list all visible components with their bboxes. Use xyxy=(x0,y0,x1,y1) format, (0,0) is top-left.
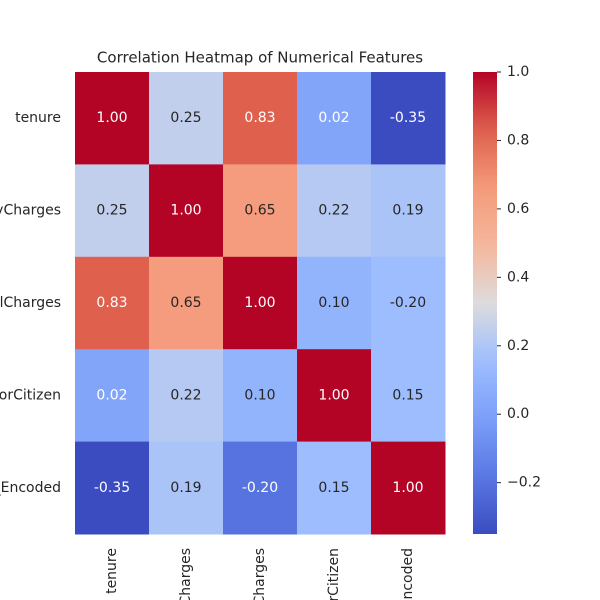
cell-label: 0.22 xyxy=(170,387,201,403)
heatmap-cell xyxy=(75,441,150,535)
heatmap-cell xyxy=(371,72,446,165)
cell-label: 0.65 xyxy=(244,203,275,219)
cell-label: 0.02 xyxy=(318,110,349,126)
heatmap-cell xyxy=(297,72,372,165)
cell-label: -0.35 xyxy=(94,480,130,496)
chart-title: Correlation Heatmap of Numerical Feature… xyxy=(97,49,423,67)
heatmap-cell xyxy=(297,349,372,443)
cell-label: 0.02 xyxy=(96,387,127,403)
x-tick-label: Charges xyxy=(252,548,268,600)
cell-label: 1.00 xyxy=(244,295,275,311)
x-tick-label: Charges xyxy=(178,548,194,600)
colorbar-tick-label: 0.4 xyxy=(507,269,529,285)
y-tick-label: iorCitizen xyxy=(0,387,61,403)
heatmap-cell xyxy=(75,256,150,350)
colorbar-tick-label: 0.6 xyxy=(507,201,529,217)
cell-label: 0.83 xyxy=(244,110,275,126)
heatmap-cell xyxy=(75,349,150,443)
heatmap-cell xyxy=(149,164,224,258)
cell-label: 1.00 xyxy=(392,480,423,496)
colorbar-tick-label: 0.8 xyxy=(507,132,529,148)
heatmap-cell xyxy=(149,441,224,535)
y-tick-label: _Encoded xyxy=(0,480,61,496)
colorbar-tick-label: 0.2 xyxy=(507,338,529,354)
cell-label: 1.00 xyxy=(170,203,201,219)
heatmap-cell xyxy=(297,256,372,350)
heatmap-cell xyxy=(75,72,150,165)
x-tick-label: ncoded xyxy=(400,548,416,600)
heatmap-cell xyxy=(297,164,372,258)
heatmap-cell xyxy=(371,349,446,443)
heatmap-cell xyxy=(149,72,224,165)
y-tick-label: lCharges xyxy=(0,295,61,311)
cell-label: 0.15 xyxy=(318,480,349,496)
colorbar-tick-label: 0.0 xyxy=(507,406,529,422)
heatmap-cell xyxy=(371,256,446,350)
cell-label: 0.10 xyxy=(318,295,349,311)
heatmap-cell xyxy=(223,349,298,443)
cell-label: -0.20 xyxy=(242,480,278,496)
heatmap-cell xyxy=(223,164,298,258)
heatmap-cell xyxy=(297,441,372,535)
heatmap-cell xyxy=(223,256,298,350)
cell-label: 0.19 xyxy=(392,203,423,219)
heatmap-cell xyxy=(223,441,298,535)
y-tick-label: tenure xyxy=(15,110,61,126)
colorbar xyxy=(473,72,497,534)
heatmap-cell xyxy=(371,441,446,535)
heatmap-cell xyxy=(149,349,224,443)
x-tick-label: tenure xyxy=(104,548,120,594)
colorbar-tick-label: −0.2 xyxy=(507,475,541,491)
heatmap-cell xyxy=(371,164,446,258)
cell-label: 0.83 xyxy=(96,295,127,311)
cell-label: 0.25 xyxy=(96,203,127,219)
x-tick-label: rCitizen xyxy=(326,548,342,600)
cell-label: -0.20 xyxy=(390,295,426,311)
heatmap-cell xyxy=(149,256,224,350)
cell-label: 1.00 xyxy=(318,387,349,403)
cell-label: 0.19 xyxy=(170,480,201,496)
cell-label: 1.00 xyxy=(96,110,127,126)
cell-label: 0.10 xyxy=(244,387,275,403)
cell-label: 0.65 xyxy=(170,295,201,311)
cell-label: 0.22 xyxy=(318,203,349,219)
cell-label: 0.15 xyxy=(392,387,423,403)
heatmap-cell xyxy=(75,164,150,258)
heatmap-cell xyxy=(223,72,298,165)
cell-label: -0.35 xyxy=(390,110,426,126)
y-tick-label: yCharges xyxy=(0,203,61,219)
colorbar-tick-label: 1.0 xyxy=(507,64,529,80)
cell-label: 0.25 xyxy=(170,110,201,126)
